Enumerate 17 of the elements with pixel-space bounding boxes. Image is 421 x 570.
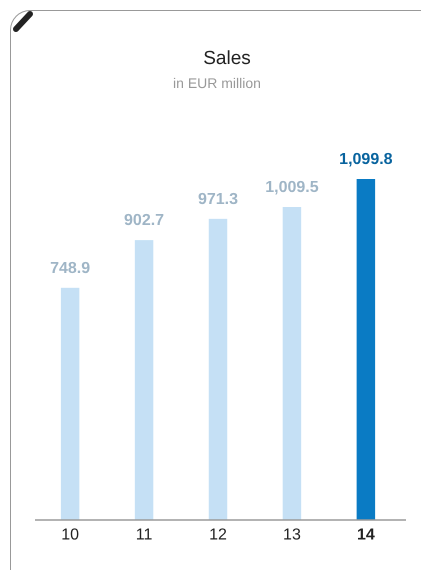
x-tick-label: 14 bbox=[356, 526, 375, 544]
x-tick-label: 11 bbox=[136, 526, 152, 544]
data-label: 1,009.5 bbox=[265, 179, 319, 196]
data-label: 748.9 bbox=[50, 260, 90, 277]
data-label: 1,099.8 bbox=[339, 151, 393, 168]
chart-subtitle: in EUR million bbox=[173, 75, 261, 91]
x-tick-label: 12 bbox=[209, 526, 227, 544]
bar bbox=[282, 207, 302, 520]
bar bbox=[356, 179, 376, 520]
x-tick-label: 10 bbox=[61, 526, 80, 544]
bar bbox=[60, 288, 80, 520]
chart-title: Sales bbox=[203, 48, 251, 69]
data-label: 902.7 bbox=[124, 212, 164, 230]
data-label: 971.3 bbox=[198, 190, 238, 208]
bar bbox=[208, 218, 228, 520]
x-tick-label: 13 bbox=[283, 526, 301, 544]
bar bbox=[134, 240, 154, 520]
